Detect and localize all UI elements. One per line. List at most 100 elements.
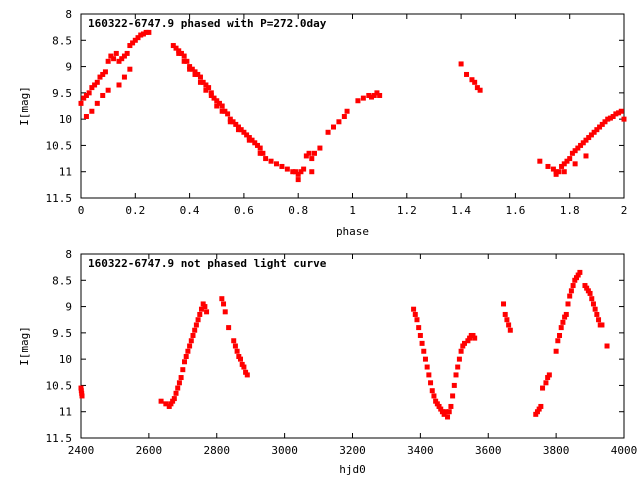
data-point bbox=[225, 111, 231, 117]
data-point bbox=[257, 145, 263, 151]
data-point bbox=[417, 332, 423, 338]
data-point bbox=[371, 92, 377, 98]
data-point bbox=[538, 403, 544, 409]
data-point bbox=[470, 332, 476, 338]
chart-title: 160322-6747.9 not phased light curve bbox=[88, 257, 327, 270]
x-tick-label: 3000 bbox=[271, 444, 298, 457]
x-tick-label: 2600 bbox=[136, 444, 163, 457]
data-point bbox=[238, 356, 244, 362]
data-point bbox=[168, 401, 174, 407]
data-point bbox=[599, 322, 605, 328]
data-point bbox=[448, 403, 454, 409]
data-point bbox=[577, 269, 583, 275]
x-tick-label: 2800 bbox=[204, 444, 231, 457]
data-point bbox=[618, 108, 624, 114]
data-point bbox=[188, 338, 194, 344]
data-point bbox=[411, 306, 417, 312]
data-point bbox=[176, 380, 182, 386]
data-point bbox=[119, 56, 125, 62]
data-point bbox=[94, 79, 100, 85]
data-point bbox=[563, 311, 569, 317]
data-point bbox=[268, 158, 274, 164]
data-point bbox=[121, 53, 127, 59]
y-tick-label: 8 bbox=[65, 8, 72, 21]
data-point bbox=[431, 393, 437, 399]
data-point bbox=[176, 48, 182, 54]
data-point bbox=[81, 95, 87, 101]
y-tick-label: 8.5 bbox=[52, 274, 72, 287]
data-point bbox=[171, 396, 177, 402]
data-point bbox=[303, 153, 309, 159]
data-point bbox=[613, 111, 619, 117]
y-tick-label: 10.5 bbox=[46, 139, 73, 152]
data-point bbox=[568, 288, 574, 294]
data-point bbox=[263, 156, 269, 162]
data-point bbox=[105, 58, 111, 64]
data-point bbox=[219, 108, 225, 114]
data-point bbox=[550, 166, 556, 172]
data-point bbox=[306, 150, 312, 156]
data-point bbox=[113, 50, 119, 56]
data-point bbox=[464, 71, 470, 77]
data-point bbox=[222, 108, 228, 114]
data-point bbox=[252, 140, 258, 146]
x-tick-label: 3600 bbox=[475, 444, 502, 457]
data-point bbox=[426, 372, 432, 378]
x-tick-label: 1.4 bbox=[451, 204, 471, 217]
data-point bbox=[132, 37, 138, 43]
data-point bbox=[197, 74, 203, 80]
data-point bbox=[610, 114, 616, 120]
y-tick-label: 9 bbox=[65, 301, 72, 314]
data-point bbox=[214, 98, 220, 104]
data-point bbox=[360, 95, 366, 101]
data-point bbox=[221, 301, 227, 307]
data-point bbox=[173, 45, 179, 51]
data-point bbox=[260, 150, 266, 156]
data-point bbox=[309, 156, 315, 162]
data-point bbox=[575, 145, 581, 151]
data-point bbox=[445, 414, 451, 420]
data-point bbox=[583, 153, 589, 159]
data-point bbox=[565, 301, 571, 307]
data-point bbox=[182, 359, 188, 365]
data-point bbox=[78, 388, 84, 394]
data-point bbox=[290, 169, 296, 175]
data-point bbox=[580, 140, 586, 146]
data-point bbox=[596, 317, 602, 323]
data-point bbox=[575, 272, 581, 278]
data-point bbox=[553, 348, 559, 354]
x-tick-label: 1.2 bbox=[397, 204, 417, 217]
data-point bbox=[604, 343, 610, 349]
data-point bbox=[582, 283, 588, 289]
data-point bbox=[602, 119, 608, 125]
x-axis-label: phase bbox=[336, 225, 369, 238]
x-tick-label: 0 bbox=[78, 204, 85, 217]
data-point bbox=[78, 100, 84, 106]
data-point bbox=[309, 169, 315, 175]
data-point bbox=[239, 361, 245, 367]
data-point bbox=[178, 50, 184, 56]
plot-frame bbox=[80, 253, 625, 439]
data-point bbox=[436, 403, 442, 409]
y-axis-label: I[mag] bbox=[18, 86, 31, 126]
data-point bbox=[572, 148, 578, 154]
data-point bbox=[187, 343, 193, 349]
data-point bbox=[233, 121, 239, 127]
data-point bbox=[89, 85, 95, 91]
data-point bbox=[197, 311, 203, 317]
data-point bbox=[219, 103, 225, 109]
data-point bbox=[559, 163, 565, 169]
x-tick-label: 4000 bbox=[611, 444, 638, 457]
phased-light-curve-panel: 160322-6747.9 phased with P=272.0day pha… bbox=[18, 8, 627, 238]
data-point bbox=[545, 375, 551, 381]
data-point bbox=[222, 309, 228, 315]
data-point bbox=[83, 92, 89, 98]
data-point bbox=[295, 171, 301, 177]
data-point bbox=[241, 129, 247, 135]
data-point bbox=[105, 87, 111, 93]
data-point bbox=[434, 401, 440, 407]
data-point bbox=[195, 317, 201, 323]
data-point bbox=[599, 121, 605, 127]
data-point bbox=[592, 306, 598, 312]
data-point bbox=[414, 317, 420, 323]
